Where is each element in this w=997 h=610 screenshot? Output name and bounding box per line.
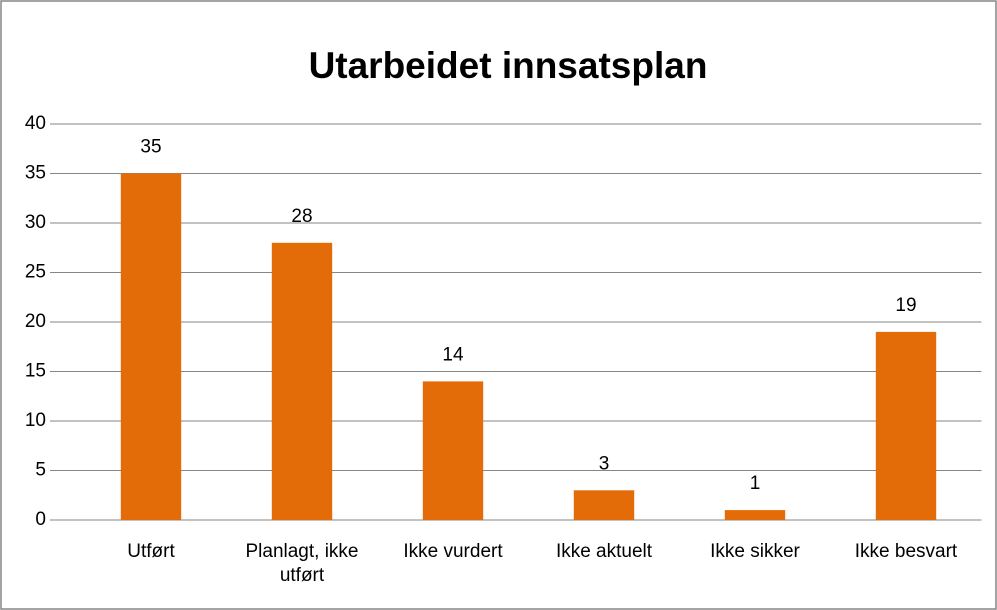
data-label: 3	[599, 453, 610, 474]
data-label: 28	[291, 206, 312, 227]
bar	[875, 331, 937, 520]
x-tick-label: Ikke besvart	[854, 541, 958, 562]
y-tick-label: 0	[35, 509, 46, 530]
bar	[422, 381, 484, 520]
x-tick-label: Ikke sikker	[710, 541, 800, 562]
data-label: 19	[895, 295, 916, 316]
y-tick-label: 40	[25, 113, 46, 134]
x-tick-label: Planlagt, ikke utført	[245, 541, 359, 586]
y-tick-label: 10	[25, 410, 46, 431]
bar	[120, 173, 182, 520]
y-tick-label: 35	[25, 163, 46, 184]
y-tick-label: 30	[25, 212, 46, 233]
data-label: 14	[442, 344, 464, 365]
chart-title: Utarbeidet innsatsplan	[309, 45, 708, 86]
data-label: 35	[140, 137, 161, 158]
y-tick-label: 5	[35, 460, 46, 481]
y-tick-label: 20	[25, 311, 46, 332]
x-tick-label: Ikke aktuelt	[555, 541, 653, 562]
x-tick-label: Utført	[127, 541, 175, 562]
bar	[573, 490, 635, 520]
y-tick-label: 25	[25, 262, 46, 283]
x-tick-label: Ikke vurdert	[403, 541, 503, 562]
y-tick-label: 15	[25, 361, 46, 382]
bar	[271, 242, 333, 521]
bar	[724, 510, 786, 520]
data-label: 1	[750, 473, 761, 494]
